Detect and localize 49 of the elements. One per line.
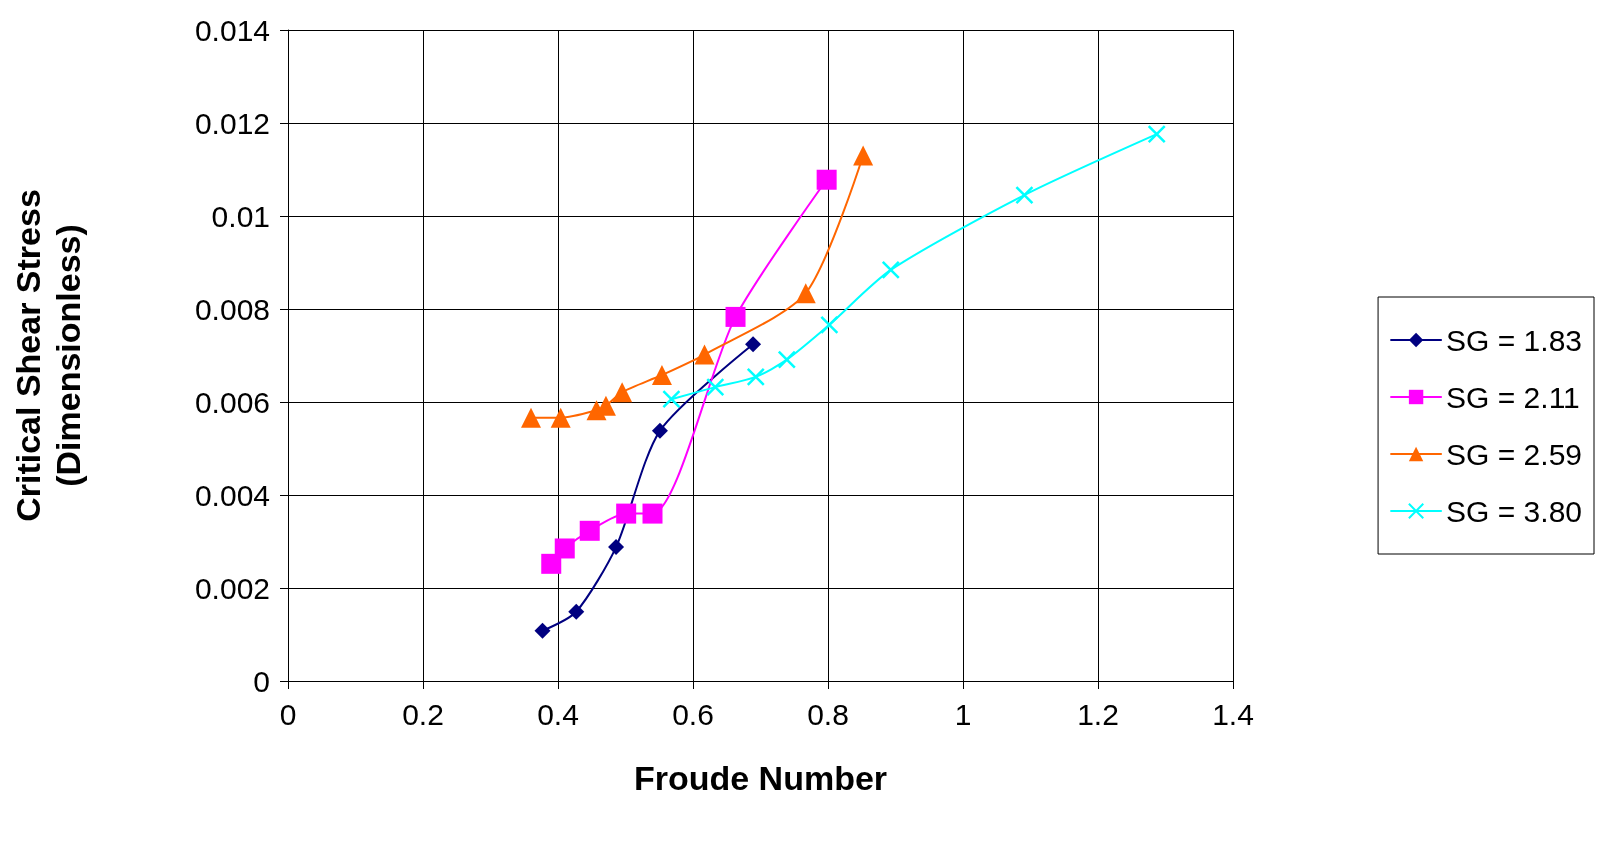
legend-label: SG = 2.11 xyxy=(1446,380,1580,414)
legend-label: SG = 3.80 xyxy=(1446,494,1583,528)
y-tick-label: 0.008 xyxy=(194,292,270,326)
x-tick-label: 0.6 xyxy=(672,697,714,731)
point xyxy=(853,145,874,166)
point xyxy=(1147,124,1166,144)
point xyxy=(881,260,901,280)
point xyxy=(745,336,762,353)
point xyxy=(612,382,633,403)
x-tick-label: 0.2 xyxy=(402,697,444,731)
point xyxy=(550,407,571,428)
point xyxy=(568,603,585,620)
y-tick-label: 0.014 xyxy=(194,13,270,47)
x-tick-label: 1.2 xyxy=(1077,697,1119,731)
point xyxy=(816,169,837,190)
point xyxy=(820,315,839,335)
point xyxy=(541,553,562,574)
y-tick-label: 0 xyxy=(253,664,270,698)
point xyxy=(534,622,551,639)
point xyxy=(616,503,637,524)
point xyxy=(706,377,725,397)
point xyxy=(608,539,625,556)
y-tick-label: 0.006 xyxy=(194,385,270,419)
x-axis-title: Froude Number xyxy=(633,759,888,797)
point xyxy=(777,350,797,369)
x-tick-label: 1.4 xyxy=(1212,697,1254,731)
point xyxy=(651,422,668,439)
point xyxy=(521,407,541,428)
point xyxy=(662,389,681,409)
y-tick-label: 0.01 xyxy=(211,199,270,233)
y-tick-label: 0.004 xyxy=(194,478,270,512)
point xyxy=(642,503,663,524)
point xyxy=(725,306,746,327)
x-tick-label: 0.8 xyxy=(807,697,849,731)
y-axis-title: Critical Shear Stress (Dimensionless) xyxy=(9,189,87,522)
y-tick-label: 0.002 xyxy=(194,571,270,605)
x-tick-label: 0 xyxy=(279,697,297,731)
y-tick-label: 0.012 xyxy=(194,106,270,140)
point xyxy=(795,283,816,304)
legend-label: SG = 2.59 xyxy=(1446,437,1583,471)
point xyxy=(1015,185,1034,205)
point xyxy=(746,367,766,387)
point xyxy=(694,344,715,365)
legend-label: SG = 1.83 xyxy=(1446,323,1583,357)
point xyxy=(554,538,575,559)
x-tick-label: 0.4 xyxy=(537,697,579,731)
x-tick-label: 1 xyxy=(954,697,972,731)
point xyxy=(579,520,600,541)
point xyxy=(651,365,672,386)
